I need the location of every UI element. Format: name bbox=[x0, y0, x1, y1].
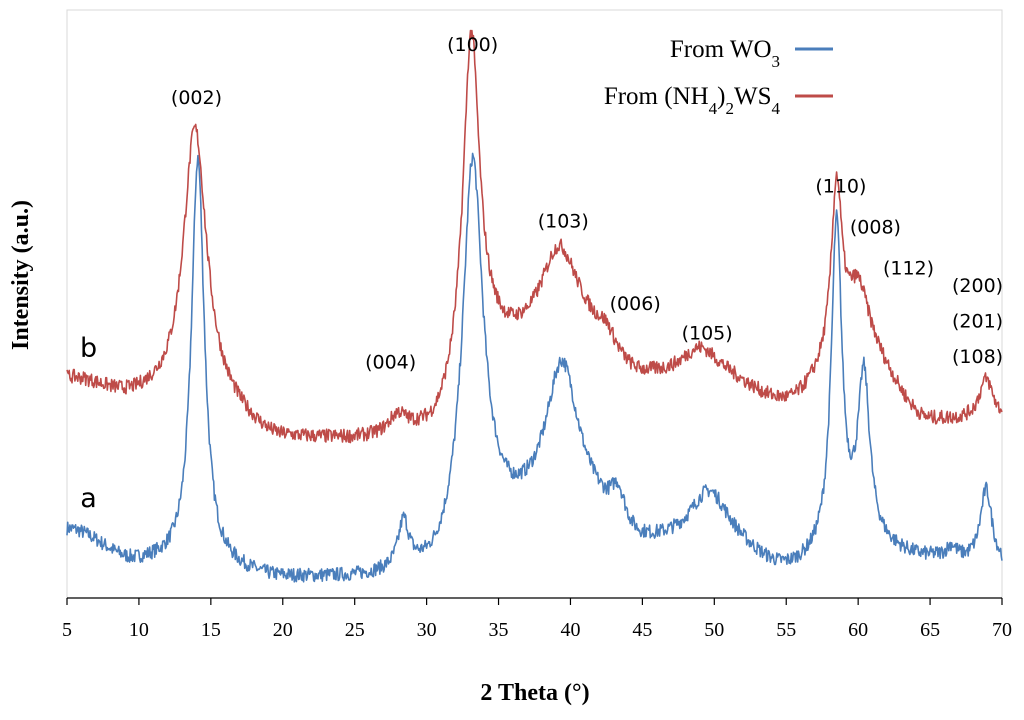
x-tick-label-60: 60 bbox=[848, 619, 868, 641]
peak-label-112: (112) bbox=[883, 258, 934, 280]
x-tick-label-40: 40 bbox=[560, 619, 580, 641]
peak-label-004: (004) bbox=[365, 352, 416, 374]
x-tick-label-50: 50 bbox=[704, 619, 724, 641]
peak-label-110: (110) bbox=[815, 175, 866, 197]
curve-label-a: a bbox=[80, 483, 97, 514]
y-axis-title: Intensity (a.u.) bbox=[8, 200, 34, 350]
peak-label-108: (108) bbox=[952, 346, 1003, 368]
annotation-layer: (002) (100) (103) (006) (004) (105) (110) (008)… bbox=[171, 34, 1003, 374]
legend-label-wo3: From WO3 bbox=[670, 36, 780, 71]
x-tick-label-35: 35 bbox=[489, 619, 509, 641]
x-tick-label-15: 15 bbox=[201, 619, 221, 641]
peak-label-100: (100) bbox=[447, 34, 498, 56]
x-tick-label-20: 20 bbox=[273, 619, 293, 641]
x-tick-label-70: 70 bbox=[992, 619, 1012, 641]
peak-label-103: (103) bbox=[538, 211, 589, 233]
peak-label-008: (008) bbox=[850, 216, 901, 238]
series-layer bbox=[66, 29, 1003, 583]
peak-label-105: (105) bbox=[682, 322, 733, 344]
x-axis-title: 2 Theta (°) bbox=[480, 680, 589, 706]
legend-label-nh4: From (NH4)2WS4 bbox=[604, 83, 781, 118]
x-tick-label-30: 30 bbox=[417, 619, 437, 641]
peak-label-201: (201) bbox=[952, 311, 1003, 333]
x-tick-label-5: 5 bbox=[62, 619, 72, 641]
x-tick-label-55: 55 bbox=[776, 619, 796, 641]
x-tick-label-65: 65 bbox=[920, 619, 940, 641]
x-tick-label-45: 45 bbox=[632, 619, 652, 641]
peak-label-006: (006) bbox=[610, 293, 661, 315]
peak-label-002: (002) bbox=[171, 87, 222, 109]
x-axis-ticks: 5 10 15 20 25 30 35 40 45 50 55 60 65 70 bbox=[62, 598, 1012, 641]
x-tick-label-25: 25 bbox=[345, 619, 365, 641]
series-line-wo3 bbox=[66, 152, 1003, 583]
curve-labels: ab bbox=[80, 333, 97, 514]
x-tick-label-10: 10 bbox=[129, 619, 149, 641]
peak-label-200: (200) bbox=[952, 275, 1003, 297]
legend: From WO3 From (NH4)2WS4 bbox=[604, 36, 833, 118]
series-line-nh4 bbox=[66, 29, 1003, 444]
curve-label-b: b bbox=[80, 333, 97, 364]
